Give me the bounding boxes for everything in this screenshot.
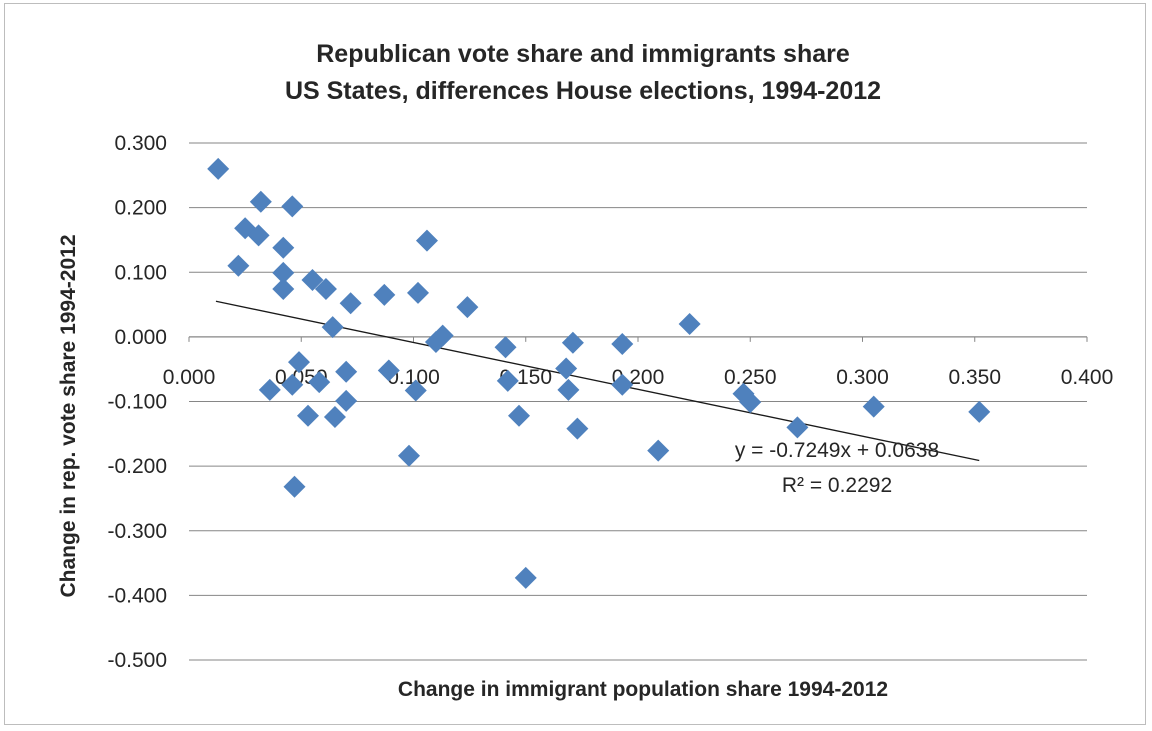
- trendline-equation: y = -0.7249x + 0.0638: [735, 439, 939, 462]
- data-point: [288, 351, 311, 374]
- data-point: [308, 371, 331, 394]
- data-point: [862, 395, 885, 418]
- data-point: [272, 278, 295, 301]
- x-axis-title: Change in immigrant population share 199…: [398, 678, 888, 701]
- y-tick-label: -0.300: [107, 520, 167, 543]
- data-points: [207, 157, 991, 589]
- y-tick-label: -0.400: [107, 584, 167, 607]
- data-point: [272, 261, 295, 284]
- y-tick-label: 0.200: [114, 197, 167, 220]
- data-point: [314, 278, 337, 301]
- x-tick-label: 0.000: [163, 366, 216, 389]
- data-point: [431, 324, 454, 347]
- x-tick-label: 0.350: [948, 366, 1001, 389]
- data-point: [207, 157, 230, 180]
- gridlines: [189, 142, 1087, 661]
- y-tick-label: 0.100: [114, 261, 167, 284]
- x-tick-label: 0.250: [724, 366, 777, 389]
- trendline: [215, 300, 980, 462]
- data-point: [373, 283, 396, 306]
- data-point: [404, 379, 427, 402]
- data-point: [227, 254, 250, 277]
- data-point: [398, 444, 421, 467]
- x-tick-label: 0.400: [1061, 366, 1114, 389]
- data-point: [415, 229, 438, 252]
- data-point: [335, 360, 358, 383]
- data-point: [786, 416, 809, 439]
- data-point: [258, 378, 281, 401]
- data-point: [611, 373, 634, 396]
- data-point: [494, 336, 517, 359]
- y-tick-label: -0.200: [107, 455, 167, 478]
- data-point: [281, 373, 304, 396]
- data-point: [566, 417, 589, 440]
- data-point: [739, 391, 762, 414]
- data-point: [339, 292, 362, 315]
- data-point: [557, 378, 580, 401]
- data-point: [456, 296, 479, 319]
- data-point: [678, 312, 701, 335]
- data-point: [555, 357, 578, 380]
- chart-frame: Republican vote share and immigrants sha…: [4, 3, 1146, 725]
- data-point: [561, 331, 584, 354]
- x-tick-label: 0.300: [836, 366, 889, 389]
- y-tick-label: 0.000: [114, 326, 167, 349]
- chart-subtitle: US States, differences House elections, …: [285, 77, 881, 105]
- data-point: [377, 359, 400, 382]
- y-axis-title: Change in rep. vote share 1994-2012: [57, 235, 80, 598]
- data-point: [611, 332, 634, 355]
- data-point: [514, 566, 537, 589]
- trendline-r-squared: R² = 0.2292: [782, 474, 892, 497]
- scatter-chart: Republican vote share and immigrants sha…: [57, 40, 1114, 701]
- data-point: [301, 269, 324, 292]
- data-point: [296, 404, 319, 427]
- data-point: [281, 195, 304, 218]
- data-point: [496, 369, 519, 392]
- data-point: [508, 404, 531, 427]
- y-tick-label: -0.500: [107, 649, 167, 672]
- data-point: [321, 316, 344, 339]
- data-point: [335, 389, 358, 412]
- data-point: [249, 190, 272, 213]
- x-tick-label: 0.100: [387, 366, 440, 389]
- y-axis-ticks: 0.300 0.200 0.100 0.000 -0.100 -0.200 -0.300 -0…: [107, 132, 167, 672]
- y-tick-label: -0.100: [107, 391, 167, 414]
- chart-title: Republican vote share and immigrants sha…: [316, 40, 850, 68]
- data-point: [323, 406, 346, 429]
- y-tick-label: 0.300: [114, 132, 167, 155]
- data-point: [406, 281, 429, 304]
- data-point: [968, 400, 991, 423]
- data-point: [247, 224, 270, 247]
- data-point: [283, 475, 306, 498]
- data-point: [272, 236, 295, 259]
- data-point: [647, 439, 670, 462]
